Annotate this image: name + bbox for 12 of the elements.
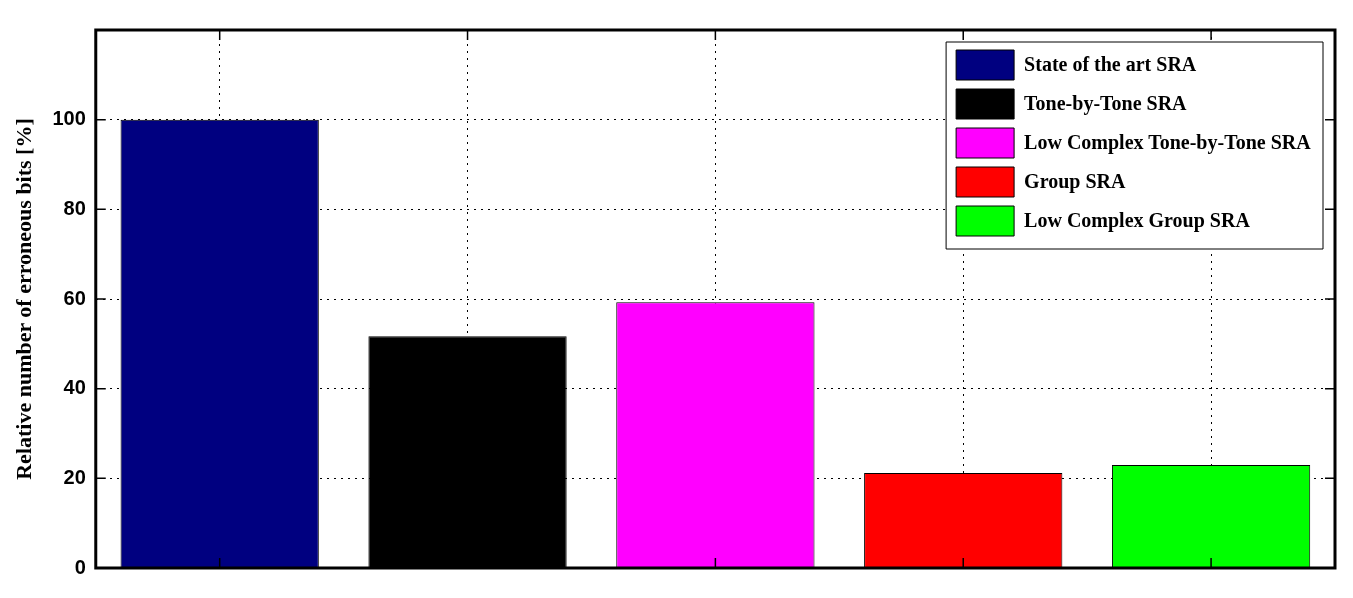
legend-label: Tone-by-Tone SRA <box>1024 92 1188 116</box>
y-tick-label: 0 <box>74 555 86 578</box>
y-tick-label: 40 <box>63 376 86 399</box>
y-tick-label: 100 <box>52 107 86 130</box>
y-axis-title: Relative number of erroneous bits [%] <box>10 118 36 480</box>
legend-label: State of the art SRA <box>1024 53 1197 76</box>
legend-label: Low Complex Tone-by-Tone SRA <box>1024 131 1312 155</box>
legend-label: Group SRA <box>1024 170 1126 194</box>
y-tick-label: 60 <box>63 286 86 309</box>
legend-label: Low Complex Group SRA <box>1024 209 1251 233</box>
y-tick-label: 20 <box>63 465 86 488</box>
y-tick-label: 80 <box>63 196 86 219</box>
